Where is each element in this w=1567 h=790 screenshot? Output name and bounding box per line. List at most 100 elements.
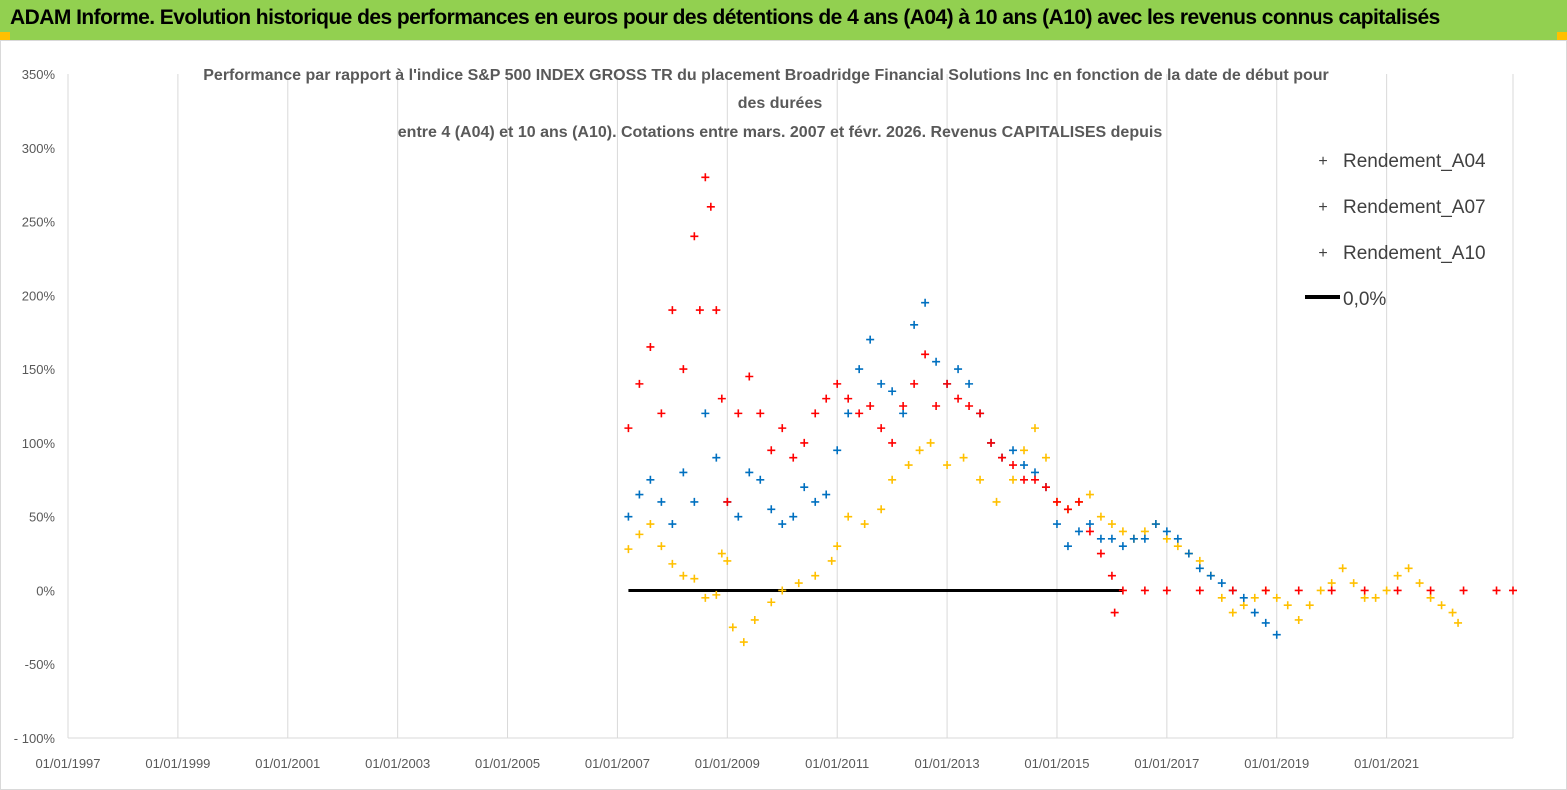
point-rendement-a07 [866, 335, 875, 344]
x-tick-label: 01/01/2015 [1024, 756, 1089, 771]
point-rendement-a10 [1393, 586, 1402, 595]
point-rendement-a07 [624, 512, 633, 521]
point-rendement-a10 [657, 409, 666, 418]
point-rendement-a07 [1031, 468, 1039, 477]
point-rendement-a04 [767, 598, 776, 607]
point-rendement-a10 [1162, 586, 1171, 595]
point-rendement-a07 [1020, 461, 1029, 470]
point-rendement-a10 [679, 365, 688, 374]
point-rendement-a07 [1052, 520, 1061, 529]
y-tick-label: 300% [22, 141, 56, 156]
point-rendement-a10 [1063, 505, 1072, 514]
x-tick-label: 01/01/2005 [475, 756, 540, 771]
point-rendement-a04 [646, 520, 655, 529]
point-rendement-a07 [789, 512, 798, 521]
point-rendement-a07 [734, 512, 743, 521]
series-rendement-a04 [624, 424, 1463, 647]
point-rendement-a04 [833, 542, 842, 551]
chart-title-line-3: entre 4 (A04) et 10 ans (A10). Cotations… [398, 124, 1163, 141]
point-rendement-a10 [745, 372, 754, 381]
report-banner [0, 0, 1567, 40]
x-tick-label: 01/01/1997 [35, 756, 100, 771]
legend-label-zero: 0,0% [1343, 289, 1386, 310]
point-rendement-a10 [1327, 586, 1336, 595]
point-rendement-a07 [965, 379, 974, 388]
point-rendement-a10 [635, 379, 644, 388]
point-rendement-a07 [1063, 542, 1072, 551]
point-rendement-a07 [822, 490, 831, 499]
point-rendement-a04 [959, 453, 968, 462]
point-rendement-a04 [1327, 579, 1336, 588]
point-rendement-a10 [921, 350, 930, 359]
point-rendement-a04 [943, 461, 952, 470]
point-rendement-a07 [1261, 618, 1270, 627]
point-rendement-a04 [717, 549, 726, 558]
point-rendement-a04 [739, 638, 748, 647]
chart-title-line-1: Performance par rapport à l'indice S&P 5… [203, 67, 1329, 84]
y-tick-label: 200% [22, 288, 56, 303]
point-rendement-a04 [1118, 527, 1127, 536]
point-rendement-a07 [1184, 549, 1193, 558]
point-rendement-a07 [855, 365, 864, 374]
point-rendement-a07 [1239, 593, 1248, 602]
point-rendement-a10 [1509, 586, 1517, 595]
x-tick-label: 01/01/2007 [585, 756, 650, 771]
y-tick-label: - 100% [14, 731, 56, 746]
legend-label-a07: Rendement_A07 [1343, 197, 1486, 218]
grid-layer [67, 74, 1514, 738]
point-rendement-a07 [1250, 608, 1259, 617]
point-rendement-a04 [992, 497, 1001, 506]
point-rendement-a04 [657, 542, 666, 551]
x-tick-label: 01/01/2009 [695, 756, 760, 771]
point-rendement-a10 [1085, 527, 1094, 536]
point-rendement-a10 [717, 394, 726, 403]
point-rendement-a10 [1041, 483, 1050, 492]
point-rendement-a07 [844, 409, 853, 418]
point-rendement-a07 [1217, 579, 1226, 588]
x-tick-label: 01/01/2001 [255, 756, 320, 771]
point-rendement-a10 [811, 409, 820, 418]
x-tick-label: 01/01/2013 [915, 756, 980, 771]
x-tick-label: 01/01/2003 [365, 756, 430, 771]
point-rendement-a10 [943, 379, 952, 388]
series-rendement-a07 [624, 298, 1281, 639]
point-rendement-a04 [1349, 579, 1358, 588]
point-rendement-a07 [1173, 534, 1182, 543]
legend-label-a04: Rendement_A04 [1343, 151, 1486, 172]
point-rendement-a07 [888, 387, 897, 396]
point-rendement-a07 [1085, 520, 1094, 529]
point-rendement-a10 [822, 394, 831, 403]
point-rendement-a04 [1294, 615, 1303, 624]
point-rendement-a07 [712, 453, 721, 462]
point-rendement-a07 [679, 468, 688, 477]
chart-area [0, 40, 1567, 790]
point-rendement-a04 [904, 461, 913, 470]
point-rendement-a04 [1272, 593, 1281, 602]
point-rendement-a07 [1107, 534, 1116, 543]
point-rendement-a07 [1074, 527, 1083, 536]
point-rendement-a07 [1140, 534, 1149, 543]
point-rendement-a10 [976, 409, 985, 418]
point-rendement-a10 [1426, 586, 1435, 595]
point-rendement-a04 [844, 512, 853, 521]
point-rendement-a07 [1162, 527, 1171, 536]
point-rendement-a04 [1283, 601, 1292, 610]
point-rendement-a04 [1107, 520, 1116, 529]
point-rendement-a04 [1305, 601, 1314, 610]
point-rendement-a10 [756, 409, 765, 418]
x-tick-labels: 01/01/1997 01/01/1999 01/01/2001 01/01/2003… [35, 756, 1419, 771]
series-layer [624, 173, 1517, 647]
point-rendement-a10 [1110, 608, 1119, 617]
legend: + Rendement_A04 + Rendement_A07 + Rendem… [1305, 151, 1486, 310]
x-tick-label: 01/01/1999 [145, 756, 210, 771]
point-rendement-a10 [800, 438, 809, 447]
point-rendement-a04 [1360, 593, 1369, 602]
point-rendement-a04 [750, 615, 759, 624]
point-rendement-a10 [1052, 497, 1061, 506]
point-rendement-a04 [712, 590, 721, 599]
point-rendement-a10 [1009, 461, 1018, 470]
point-rendement-a10 [1294, 586, 1303, 595]
point-rendement-a07 [1195, 564, 1204, 573]
point-rendement-a10 [723, 497, 732, 506]
